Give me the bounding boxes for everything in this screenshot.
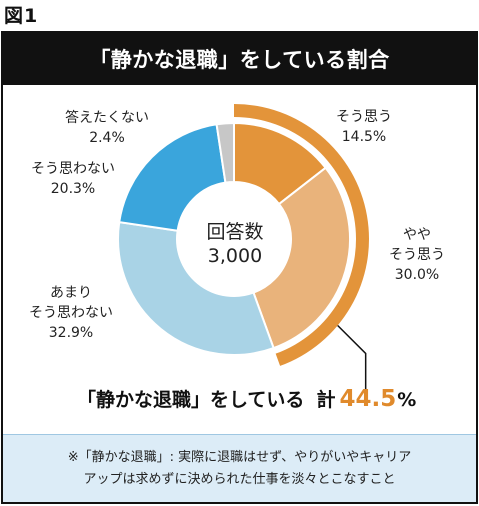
slice-label-kotaetakunai: 答えたくない 2.4% [65,110,149,146]
slice-label-sou-omowanai: そう思わない 20.3% [31,161,115,197]
highlight-band [234,104,369,366]
summary-unit: % [397,389,417,411]
footnote-box: ※「静かな退職」: 実際に退職はせず、やりがいやキャリア アップは求めずに決めら… [3,434,476,502]
chart-frame: 「静かな退職」をしている割合 そう思う 14.5% やや そう思う 30.0% … [1,31,478,504]
footnote-line-1: ※「静かな退職」: 実際に退職はせず、やりがいやキャリア [67,449,412,465]
center-caption: 回答数 [206,221,264,243]
center-label: 回答数 3,000 [179,220,291,268]
slice-label-amari-sou-omowanai: あまり そう思わない 32.9% [29,285,113,341]
chart-title: 「静かな退職」をしている割合 [3,33,476,85]
slice-1 [252,166,351,350]
summary-line: 「静かな退職」をしている 計 44.5 % [77,385,416,412]
summary-text: 「静かな退職」をしている [77,389,305,411]
leader-line [337,324,367,398]
figure-label: 図1 [4,5,39,27]
center-value: 3,000 [207,245,263,267]
slice-label-sou-omou: そう思う 14.5% [336,109,392,145]
slice-4 [215,121,235,184]
summary-value: 44.5 [339,386,397,412]
slice-2 [117,220,275,356]
summary-total-label: 計 [316,389,336,411]
donut-chart [117,104,369,398]
footnote-line-2: アップは求めずに決められた仕事を淡々とこなすこと [83,471,396,487]
slice-label-yaya-sou-omou: やや そう思う 30.0% [389,227,445,283]
slice-3 [118,123,227,232]
